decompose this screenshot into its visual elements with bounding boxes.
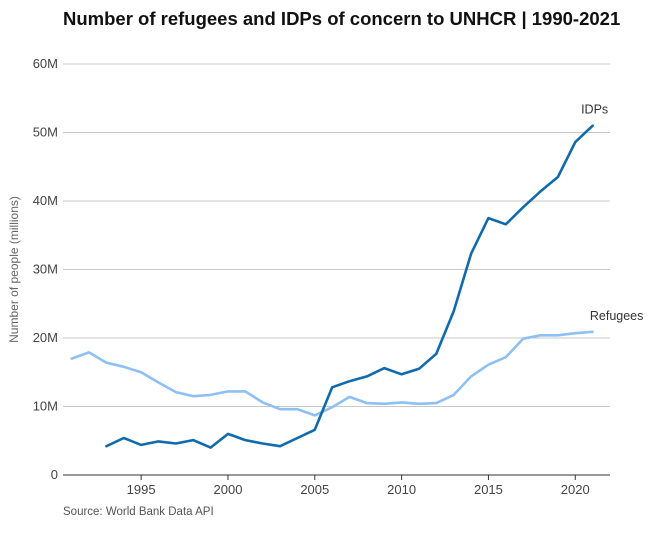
series-line-refugees [70, 330, 594, 417]
x-tick-label: 2020 [561, 482, 590, 497]
grid-lines [63, 63, 610, 407]
x-tick-label: 2000 [214, 482, 243, 497]
source-note: Source: World Bank Data API [63, 506, 214, 518]
x-tick-label: 2005 [300, 482, 329, 497]
x-tick-label: 2010 [387, 482, 416, 497]
y-tick-label: 20M [33, 330, 58, 345]
series-labels: Refugees IDPs [581, 103, 643, 323]
series-label-refugees: Refugees [590, 309, 644, 323]
y-tick-label: 60M [33, 56, 58, 71]
y-tick-label: 50M [33, 125, 58, 140]
y-axis-ticks: 0 10M 20M 30M 40M 50M 60M [33, 56, 58, 482]
series-label-idps: IDPs [581, 103, 608, 117]
y-axis-label: Number of people (millions) [7, 196, 21, 343]
y-tick-label: 40M [33, 193, 58, 208]
series-lines [70, 124, 594, 449]
chart-title: Number of refugees and IDPs of concern t… [63, 8, 621, 29]
y-tick-label: 0 [51, 467, 58, 482]
series-line-idps [105, 124, 594, 449]
x-tick-label: 2015 [474, 482, 503, 497]
x-tick-label: 1995 [127, 482, 156, 497]
x-axis-ticks: 1995 2000 2005 2010 2015 2020 [127, 475, 590, 497]
y-tick-label: 30M [33, 262, 58, 277]
y-tick-label: 10M [33, 399, 58, 414]
